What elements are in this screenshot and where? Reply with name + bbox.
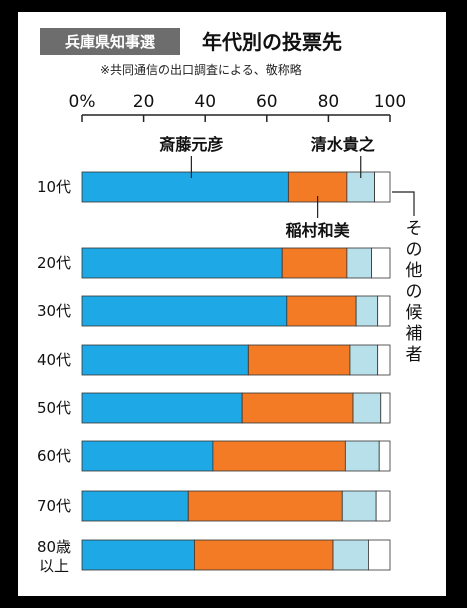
bar-segment bbox=[341, 490, 377, 522]
bar-segment bbox=[286, 295, 357, 327]
label-leaders bbox=[190, 156, 415, 218]
bar-segment bbox=[346, 171, 376, 203]
x-tick-label: 100 bbox=[374, 92, 406, 112]
other-label-char: 補 bbox=[406, 324, 423, 344]
bar-segment bbox=[281, 247, 348, 279]
category-label: 60代 bbox=[37, 447, 71, 465]
bar-segment bbox=[81, 247, 283, 279]
x-tick-label: 60 bbox=[256, 92, 278, 112]
series-label-saito: 斎藤元彦 bbox=[159, 135, 223, 154]
category-label: 70代 bbox=[37, 497, 71, 515]
bar-segment bbox=[81, 440, 214, 472]
source-note: ※共同通信の出口調査による、敬称略 bbox=[100, 62, 302, 77]
bar-segment bbox=[187, 490, 343, 522]
bar-segment bbox=[344, 440, 380, 472]
bar-segment bbox=[377, 344, 391, 376]
x-tick-label: 20 bbox=[133, 92, 155, 112]
bar-segment bbox=[81, 295, 288, 327]
other-label-char: の bbox=[406, 240, 423, 260]
bar-segment bbox=[374, 171, 391, 203]
bar-segment bbox=[81, 539, 195, 571]
stacked-bar-chart: 兵庫県知事選 年代別の投票先 ※共同通信の出口調査による、敬称略 0% 20 40 6… bbox=[37, 28, 423, 575]
x-tick-label: 40 bbox=[194, 92, 216, 112]
bar-segment bbox=[378, 440, 391, 472]
x-axis: 0% 20 40 60 80 100 bbox=[69, 92, 406, 122]
other-label-char: 者 bbox=[406, 345, 423, 365]
category-label: 20代 bbox=[37, 254, 71, 272]
bar-segment bbox=[368, 539, 391, 571]
header-tag: 兵庫県知事選 bbox=[65, 33, 155, 51]
bar-segment bbox=[81, 392, 243, 424]
bar-segment bbox=[194, 539, 334, 571]
category-label: 10代 bbox=[37, 178, 71, 196]
series-label-shimizu: 清水貴之 bbox=[311, 135, 375, 154]
other-label-char: の bbox=[406, 282, 423, 302]
chart-title: 年代別の投票先 bbox=[202, 30, 342, 54]
leader-other bbox=[392, 191, 415, 216]
category-label: 50代 bbox=[37, 399, 71, 417]
category-label: 80歳以上 bbox=[37, 538, 71, 575]
bar-segment bbox=[81, 344, 249, 376]
other-label-char: 他 bbox=[406, 261, 423, 281]
bar-groups bbox=[81, 171, 391, 571]
header-tag-background bbox=[40, 28, 180, 55]
bar-segment bbox=[355, 295, 379, 327]
bar-segment bbox=[81, 490, 189, 522]
other-label-char: そ bbox=[406, 219, 423, 239]
bar-segment bbox=[241, 392, 354, 424]
bar-segment bbox=[247, 344, 351, 376]
bar-segment bbox=[81, 171, 289, 203]
bar-segment bbox=[377, 295, 391, 327]
bar-segment bbox=[332, 539, 369, 571]
bar-segment bbox=[375, 490, 391, 522]
other-label-char: 候 bbox=[406, 303, 423, 323]
category-label: 30代 bbox=[37, 302, 71, 320]
bar-segment bbox=[349, 344, 379, 376]
bar-segment bbox=[212, 440, 346, 472]
chart-panel: 兵庫県知事選 年代別の投票先 ※共同通信の出口調査による、敬称略 0% 20 40 6… bbox=[18, 12, 446, 596]
bar-segment bbox=[380, 392, 391, 424]
series-label-inamura: 稲村和美 bbox=[286, 221, 351, 240]
category-labels: 10代 20代 30代 40代 50代 60代 70代 80歳以上 bbox=[37, 178, 71, 575]
category-label: 40代 bbox=[37, 351, 71, 369]
bar-segment bbox=[346, 247, 372, 279]
bar-segment bbox=[352, 392, 382, 424]
x-tick-label: 80 bbox=[318, 92, 340, 112]
x-tick-label: 0% bbox=[69, 92, 96, 112]
bar-segment bbox=[371, 247, 391, 279]
